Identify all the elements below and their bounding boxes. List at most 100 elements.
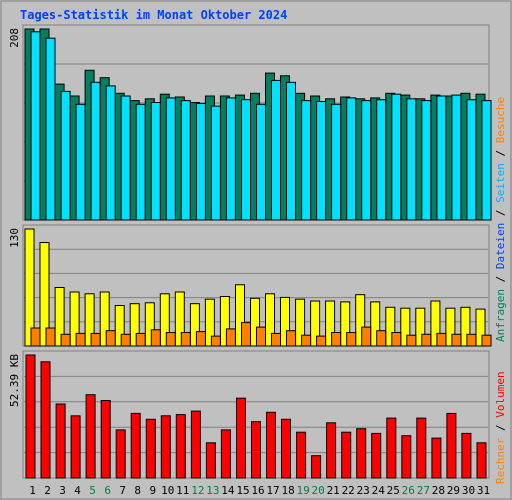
x-tick-label-day-4: 4: [74, 484, 81, 497]
bar-middle-seiten-day-27: [415, 307, 426, 347]
bar-middle-besuche-day-29: [451, 333, 462, 347]
bar-middle-besuche-day-6: [105, 330, 116, 347]
x-tick-label-day-15: 15: [236, 484, 249, 497]
x-tick-label-day-21: 21: [327, 484, 340, 497]
x-tick-label-day-2: 2: [44, 484, 51, 497]
bar-bottom-volumen-day-13: [205, 442, 216, 479]
bar-bottom-volumen-day-20: [311, 455, 322, 479]
bar-top-dateien-day-21: [331, 103, 342, 221]
bar-top-dateien-day-4: [75, 103, 86, 221]
bar-middle-besuche-day-17: [271, 332, 281, 347]
legend-right-top-part: /: [494, 269, 507, 289]
bar-middle-besuche-day-21: [331, 332, 342, 347]
bar-middle-seiten-day-31: [475, 308, 486, 347]
legend-right-bottom-part: /: [494, 418, 507, 438]
x-tick-label-day-3: 3: [59, 484, 66, 497]
x-tick-label-day-5: 5: [89, 484, 96, 497]
bar-middle-seiten-day-26: [400, 307, 411, 347]
bar-middle-besuche-day-26: [406, 334, 417, 347]
bar-middle-besuche-day-11: [180, 332, 191, 347]
legend-right-top-part: Anfragen: [494, 289, 507, 342]
bar-middle-seiten-day-18: [280, 296, 290, 347]
x-tick-label-day-17: 17: [266, 484, 279, 497]
legend-right-top-part: Dateien: [494, 223, 507, 269]
bar-middle-besuche-day-16: [256, 326, 266, 347]
x-tick-label-day-9: 9: [149, 484, 156, 497]
bar-top-dateien-day-8: [135, 103, 146, 221]
bar-bottom-volumen-day-15: [236, 397, 246, 479]
panel-top-ymax-label: 208: [8, 28, 21, 48]
bar-bottom-volumen-day-12: [190, 410, 201, 479]
bar-middle-seiten-day-6: [99, 291, 110, 347]
bar-top-dateien-day-18: [286, 81, 296, 221]
bar-middle-besuche-day-14: [225, 328, 236, 347]
legend-right-bottom: Rechner / Volumen: [494, 371, 507, 484]
bar-bottom-volumen-day-2: [40, 361, 51, 479]
x-tick-label-day-6: 6: [104, 484, 111, 497]
bar-middle-besuche-day-22: [346, 332, 357, 347]
legend-right-top-part: Seiten: [494, 163, 507, 203]
x-tick-label-day-24: 24: [372, 484, 386, 497]
bar-middle-besuche-day-18: [286, 330, 296, 347]
bar-top-dateien-day-14: [225, 97, 236, 221]
x-tick-label-day-18: 18: [281, 484, 294, 497]
x-tick-label-day-8: 8: [134, 484, 141, 497]
bar-top-dateien-day-23: [361, 100, 372, 221]
bar-bottom-volumen-day-19: [296, 431, 307, 479]
bar-middle-besuche-day-30: [466, 333, 477, 347]
bar-top-dateien-day-15: [241, 99, 251, 221]
bar-top-dateien-day-25: [391, 93, 402, 221]
bar-bottom-volumen-day-21: [326, 422, 337, 479]
bar-middle-seiten-day-3: [54, 287, 65, 347]
bar-bottom-volumen-day-18: [281, 418, 291, 479]
x-tick-label-day-14: 14: [221, 484, 235, 497]
x-tick-label-day-27: 27: [417, 484, 430, 497]
bar-top-dateien-day-10: [165, 97, 176, 221]
bar-bottom-volumen-day-24: [371, 432, 382, 479]
bar-middle-seiten-day-8: [129, 303, 140, 347]
bar-middle-seiten-day-17: [265, 293, 275, 347]
bar-middle-besuche-day-27: [421, 333, 432, 347]
bar-top-dateien-day-26: [406, 98, 417, 221]
bar-middle-besuche-day-8: [135, 332, 146, 347]
bar-middle-seiten-day-2: [39, 242, 50, 347]
bar-bottom-volumen-day-16: [251, 421, 261, 479]
bar-top-dateien-day-16: [256, 103, 266, 221]
x-tick-label-day-16: 16: [251, 484, 264, 497]
bar-middle-besuche-day-31: [481, 334, 492, 347]
chart-title: Tages-Statistik im Monat Oktober 2024: [20, 8, 287, 22]
bar-middle-besuche-day-12: [195, 331, 206, 347]
x-tick-label-day-23: 23: [357, 484, 370, 497]
bar-bottom-volumen-day-14: [220, 429, 231, 479]
bar-top-dateien-day-29: [451, 94, 462, 221]
bar-top-dateien-day-30: [466, 99, 477, 221]
bar-middle-seiten-day-11: [174, 291, 185, 347]
panel-bottom-ymax-label: 52.39 KB: [8, 354, 21, 407]
bar-top-dateien-day-24: [376, 99, 387, 221]
bar-bottom-volumen-day-23: [356, 428, 367, 479]
bar-bottom-volumen-day-28: [431, 437, 442, 479]
bar-middle-besuche-day-1: [30, 327, 41, 347]
bar-middle-besuche-day-13: [210, 335, 221, 347]
bar-bottom-volumen-day-10: [160, 415, 171, 479]
bar-bottom-volumen-day-25: [386, 417, 397, 479]
bar-top-dateien-day-20: [316, 101, 327, 221]
bar-middle-besuche-day-25: [391, 332, 402, 347]
bar-middle-besuche-day-28: [436, 332, 447, 347]
bar-top-dateien-day-5: [90, 81, 101, 221]
bar-bottom-volumen-day-7: [115, 429, 126, 479]
bar-top-dateien-day-7: [120, 95, 131, 221]
bar-middle-besuche-day-3: [60, 333, 71, 347]
x-tick-label-day-13: 13: [206, 484, 219, 497]
bar-bottom-volumen-day-11: [175, 414, 186, 479]
bar-bottom-volumen-day-1: [25, 354, 36, 479]
x-tick-label-day-31: 31: [477, 484, 490, 497]
x-tick-label-day-20: 20: [311, 484, 324, 497]
x-tick-label-day-10: 10: [161, 484, 174, 497]
bar-middle-seiten-day-22: [340, 301, 351, 347]
bar-middle-besuche-day-23: [361, 326, 372, 347]
legend-right-top-part: Besuche: [494, 97, 507, 143]
bar-bottom-volumen-day-31: [476, 442, 487, 479]
